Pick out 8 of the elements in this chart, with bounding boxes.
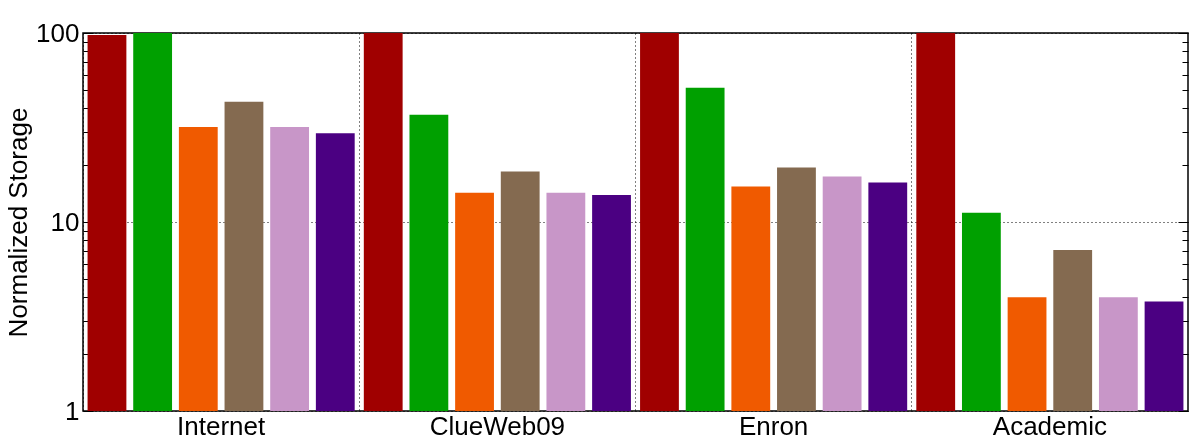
y-tick-label: 1 (65, 395, 80, 426)
x-tick-label: Internet (177, 410, 266, 441)
x-tick-label: Enron (738, 410, 809, 441)
x-tick-label: Academic (992, 410, 1107, 441)
x-tick-label: ClueWeb09 (429, 410, 566, 441)
y-axis-title: Normalized Storage (3, 107, 34, 338)
y-tick-label: 100 (36, 17, 80, 48)
y-tick-label: 10 (50, 206, 80, 237)
